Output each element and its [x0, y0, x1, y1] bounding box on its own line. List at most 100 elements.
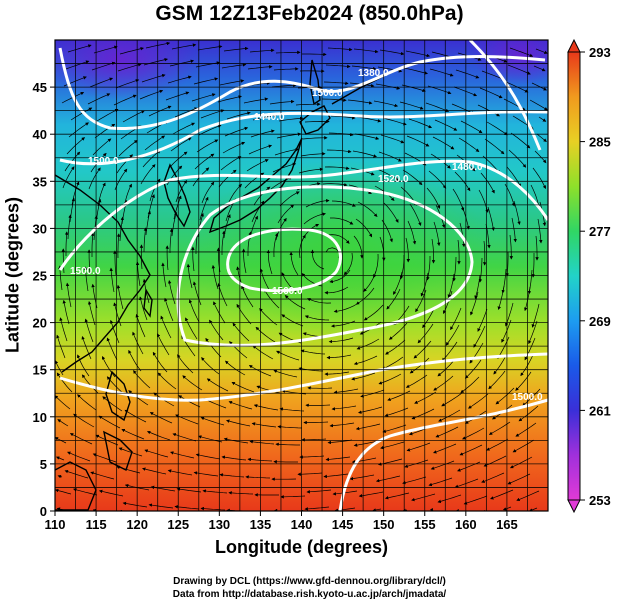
streamline	[251, 422, 277, 428]
streamline	[174, 107, 198, 118]
streamline	[174, 505, 200, 510]
streamline	[186, 263, 193, 289]
x-axis-ticks: 110 115 120 125 130 135 140 145 150 155 160 165	[45, 511, 518, 532]
streamline	[321, 98, 347, 102]
streamline	[522, 388, 541, 407]
streamline	[435, 426, 459, 438]
y-tick-label: 30	[33, 221, 47, 236]
streamline	[266, 249, 273, 275]
streamline	[462, 427, 485, 440]
streamline	[417, 323, 434, 344]
streamline	[274, 147, 299, 156]
streamline	[272, 162, 297, 173]
streamline	[252, 345, 274, 360]
x-tick-label: 115	[86, 517, 107, 532]
streamline	[277, 425, 303, 429]
streamline	[384, 492, 410, 500]
streamline	[420, 272, 429, 297]
streamline	[378, 373, 402, 385]
streamline	[438, 409, 461, 422]
streamline	[246, 159, 269, 172]
streamline	[509, 456, 533, 469]
streamline	[531, 253, 536, 278]
streamline	[218, 169, 237, 188]
streamline	[353, 440, 379, 447]
y-tick-label: 10	[33, 410, 47, 425]
streamline	[221, 63, 247, 69]
streamline	[195, 453, 221, 460]
streamline	[170, 137, 192, 152]
streamline	[515, 371, 532, 391]
streamlines	[55, 41, 548, 511]
streamline	[351, 372, 376, 381]
streamline	[253, 404, 279, 411]
streamline	[373, 100, 399, 108]
streamline	[324, 166, 350, 170]
y-tick-label: 25	[33, 269, 47, 284]
streamline	[506, 166, 522, 188]
streamline	[357, 201, 378, 218]
streamline	[425, 102, 450, 112]
contour-label: 1500.0	[70, 266, 101, 277]
streamline	[481, 472, 505, 483]
x-tick-label: 110	[45, 517, 66, 532]
streamline	[198, 124, 222, 136]
streamline	[488, 370, 506, 390]
streamline	[430, 460, 455, 470]
contour-label: 1500.0	[88, 156, 119, 167]
y-tick-label: 0	[40, 504, 47, 519]
streamline	[223, 46, 249, 52]
streamline	[486, 438, 509, 451]
streamline	[119, 216, 125, 242]
streamline	[310, 249, 325, 270]
streamline	[227, 183, 242, 205]
coastlines	[55, 59, 393, 511]
cold-anomaly-north	[55, 40, 200, 100]
streamline	[406, 135, 430, 147]
coastline-china	[55, 174, 151, 373]
streamline	[482, 240, 487, 266]
streamline	[300, 152, 326, 157]
streamline	[198, 435, 223, 443]
streamline	[382, 424, 407, 433]
streamline	[152, 351, 168, 373]
streamline	[289, 251, 299, 276]
streamline	[55, 360, 64, 376]
streamline	[202, 489, 228, 494]
streamline	[307, 386, 333, 390]
streamline	[329, 422, 355, 428]
streamline	[167, 469, 193, 476]
streamline	[509, 47, 534, 57]
streamline	[200, 109, 225, 119]
streamline	[428, 170, 447, 189]
streamline	[355, 423, 381, 431]
streamline	[402, 476, 427, 485]
contour-label: 1440.0	[254, 112, 285, 123]
streamline	[185, 317, 198, 340]
streamline	[73, 488, 98, 496]
streamline	[57, 474, 63, 479]
streamline	[64, 469, 89, 479]
streamline	[133, 370, 151, 389]
streamline	[360, 389, 385, 398]
streamline	[383, 202, 399, 223]
streamline	[413, 340, 432, 359]
streamline	[122, 501, 148, 508]
streamline	[90, 471, 115, 480]
streamline	[516, 490, 540, 501]
streamline	[142, 149, 161, 168]
streamline	[528, 320, 538, 345]
streamline	[90, 232, 95, 257]
streamline	[352, 150, 377, 158]
streamline	[55, 488, 72, 495]
streamline	[59, 317, 68, 342]
streamline	[432, 136, 455, 150]
streamline	[351, 65, 377, 71]
streamline	[535, 235, 539, 261]
streamline	[330, 217, 354, 225]
credit-data-source: Data from http://database.rish.kyoto-u.a…	[172, 589, 447, 600]
streamline	[253, 186, 271, 206]
streamline	[113, 250, 117, 276]
streamline	[304, 506, 330, 511]
